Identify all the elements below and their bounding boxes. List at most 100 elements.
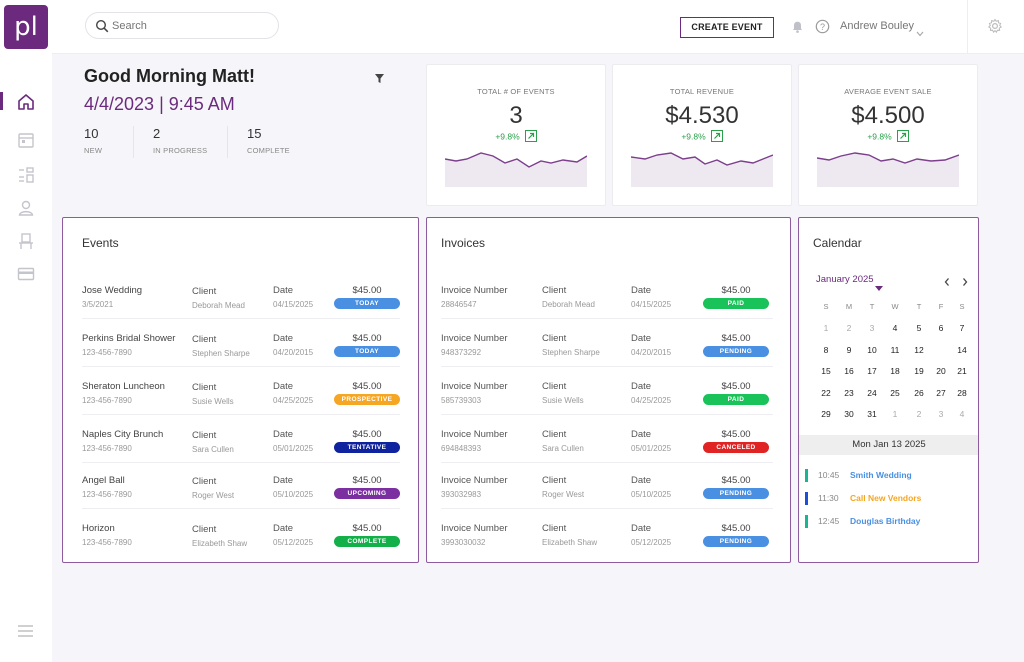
create-event-button[interactable]: CREATE EVENT: [680, 17, 774, 38]
selected-date-label: Mon Jan 13 2025: [799, 435, 978, 455]
calendar-day[interactable]: 11: [890, 344, 900, 355]
chair-icon[interactable]: [16, 231, 36, 251]
kpi-value: $4.500: [851, 102, 925, 129]
card-icon[interactable]: [16, 264, 36, 284]
calendar-day[interactable]: 1: [823, 323, 829, 333]
kpi-title: TOTAL REVENUE: [669, 87, 735, 96]
calendar-event-name[interactable]: Call New Vendors: [850, 493, 922, 503]
user-icon[interactable]: [16, 198, 36, 218]
invoice-row[interactable]: Invoice Number 948373292 Client Stephen Sha…: [441, 333, 776, 381]
calendar-day[interactable]: 6: [938, 323, 944, 333]
calendar-day[interactable]: 15: [821, 366, 831, 376]
calendar-day[interactable]: 23: [844, 387, 854, 398]
calendar-day[interactable]: 3: [869, 323, 875, 333]
calendar-day[interactable]: 26: [914, 387, 924, 398]
invoice-row[interactable]: Invoice Number 28846547 Client Deborah Mead…: [441, 285, 776, 333]
calendar-event-name[interactable]: Douglas Birthday: [850, 516, 921, 526]
caret-down-icon[interactable]: [875, 278, 883, 291]
event-row[interactable]: Jose Wedding 3/5/2021 Client Deborah Mead Da…: [82, 285, 402, 333]
chevron-down-icon[interactable]: [916, 24, 924, 37]
event-row[interactable]: Naples City Brunch 123-456-7890 Client Sara…: [82, 429, 402, 477]
calendar-month[interactable]: January 2025: [816, 274, 874, 285]
invoice-row[interactable]: Invoice Number 694848393 Client Sara Cullen…: [441, 429, 776, 477]
calendar-day[interactable]: 24: [867, 387, 877, 398]
hamburger-icon[interactable]: [18, 624, 33, 637]
event-date: 05/10/2025: [273, 490, 314, 499]
calendar-day[interactable]: 2: [846, 323, 852, 333]
calendar-event-time: 10:45: [818, 470, 840, 480]
invoice-row[interactable]: Invoice Number 585739303 Client Susie Wells…: [441, 381, 776, 429]
calendar-day[interactable]: 1: [892, 409, 898, 419]
invoice-date: 04/15/2025: [631, 300, 672, 309]
calendar-day[interactable]: 21: [957, 366, 967, 376]
calendar-day[interactable]: 3: [938, 409, 944, 419]
calendar-day[interactable]: 4: [959, 409, 965, 419]
event-color-bar: [805, 515, 808, 528]
calendar-day[interactable]: 14: [957, 344, 967, 355]
app-logo[interactable]: pl: [4, 5, 48, 49]
kpi-delta: +9.8%: [427, 130, 605, 143]
kpi-delta: +9.8%: [799, 130, 977, 143]
chevron-right-icon[interactable]: [961, 274, 969, 286]
calendar-event-name[interactable]: Smith Wedding: [850, 470, 912, 480]
calendar-event-time: 11:30: [818, 493, 839, 503]
help-icon[interactable]: ?: [815, 19, 830, 34]
calendar-day[interactable]: 27: [936, 387, 946, 398]
event-row[interactable]: Angel Ball 123-456-7890 Client Roger West Da…: [82, 475, 402, 523]
layout-icon[interactable]: [16, 165, 36, 185]
user-name[interactable]: Andrew Bouley: [840, 20, 914, 32]
calendar-day[interactable]: 2: [916, 409, 922, 419]
event-color-bar: [805, 492, 808, 505]
event-row[interactable]: Perkins Bridal Shower 123-456-7890 Client S…: [82, 333, 402, 381]
invoice-number: 694848393: [441, 444, 482, 453]
event-name: Sheraton Luncheon: [82, 381, 165, 392]
event-row[interactable]: Horizon 123-456-7890 Client Elizabeth Shaw D…: [82, 523, 402, 571]
date-label: Date: [631, 285, 652, 296]
date-label: Date: [273, 475, 294, 486]
calendar-day[interactable]: 19: [914, 366, 924, 376]
calendar-day[interactable]: 9: [846, 344, 852, 355]
invoice-number-label: Invoice Number: [441, 381, 508, 392]
calendar-day[interactable]: 22: [821, 387, 831, 398]
greeting-title: Good Morning Matt!: [84, 66, 255, 86]
calendar-day[interactable]: 30: [844, 409, 854, 419]
calendar-day[interactable]: 29: [821, 409, 831, 419]
calendar-day[interactable]: 20: [936, 366, 946, 376]
event-subtext: 3/5/2021: [82, 300, 114, 309]
calendar-day[interactable]: 4: [892, 323, 898, 333]
calendar-day[interactable]: 25: [890, 387, 900, 398]
invoice-date: 04/20/2015: [631, 348, 672, 357]
event-row[interactable]: Sheraton Luncheon 123-456-7890 Client Susie…: [82, 381, 402, 429]
calendar-day[interactable]: 17: [867, 366, 877, 376]
calendar-day[interactable]: 7: [959, 323, 965, 333]
calendar-day[interactable]: 18: [890, 366, 900, 376]
row-divider: [441, 414, 773, 415]
invoice-row[interactable]: Invoice Number 3993030032 Client Elizabeth …: [441, 523, 776, 571]
calendar-icon[interactable]: [16, 130, 36, 150]
client-label: Client: [542, 333, 567, 344]
calendar-day[interactable]: 12: [914, 344, 924, 355]
invoice-row[interactable]: Invoice Number 393032983 Client Roger West D…: [441, 475, 776, 523]
kpi-total-events: TOTAL # OF EVENTS 3 +9.8%: [426, 64, 606, 206]
kpi-delta-value: +9.8%: [867, 131, 892, 142]
calendar-day[interactable]: 8: [823, 344, 829, 355]
invoices-panel: Invoices Invoice Number 28846547 Client Deb…: [426, 217, 791, 563]
row-divider: [82, 366, 400, 367]
calendar-day[interactable]: 16: [844, 366, 854, 376]
calendar-day[interactable]: 28: [957, 387, 967, 398]
weekday-label: F: [938, 302, 944, 311]
search-input[interactable]: [112, 17, 272, 35]
chevron-left-icon[interactable]: [943, 274, 951, 286]
gear-icon[interactable]: [987, 18, 1003, 34]
calendar-day[interactable]: 31: [867, 409, 877, 419]
home-icon[interactable]: [16, 92, 36, 112]
date-label: Date: [631, 381, 652, 392]
calendar-day-selected[interactable]: 13: [930, 340, 952, 359]
row-divider: [441, 508, 773, 509]
search-box[interactable]: [85, 12, 279, 39]
calendar-day[interactable]: 10: [867, 344, 877, 355]
calendar-day[interactable]: 5: [916, 323, 922, 333]
bell-icon[interactable]: [790, 19, 805, 34]
filter-icon[interactable]: [375, 70, 384, 83]
event-subtext: 123-456-7890: [82, 538, 132, 547]
